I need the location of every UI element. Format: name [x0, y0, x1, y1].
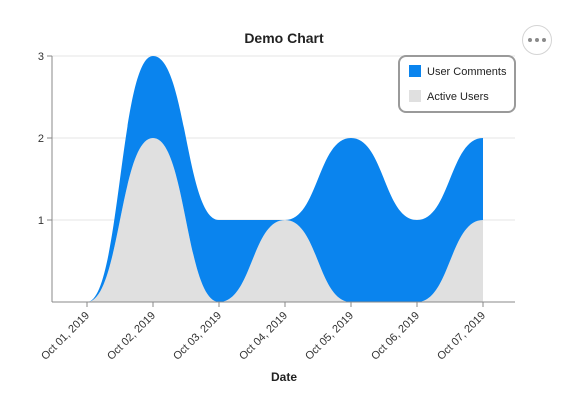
x-tick-label: Oct 01, 2019: [39, 310, 92, 363]
more-horizontal-icon: [528, 38, 532, 42]
area-user-comments: [87, 56, 483, 302]
x-tick-label: Oct 03, 2019: [171, 310, 224, 363]
x-tick-label: Oct 05, 2019: [303, 310, 356, 363]
x-tick-label: Oct 06, 2019: [369, 310, 422, 363]
legend-label: User Comments: [427, 66, 507, 78]
legend: User Comments Active Users: [398, 55, 516, 113]
legend-box: [398, 55, 516, 113]
legend-swatch: [409, 65, 421, 77]
area-series: [87, 56, 483, 302]
x-tick-label: Oct 02, 2019: [105, 310, 158, 363]
legend-swatch: [409, 90, 421, 102]
axes: [47, 55, 515, 307]
x-axis-label: Date: [271, 370, 297, 384]
x-tick-label: Oct 07, 2019: [435, 310, 488, 363]
more-horizontal-icon-dot: [535, 38, 539, 42]
x-tick-label: Oct 04, 2019: [237, 310, 290, 363]
y-tick-label: 2: [38, 133, 44, 145]
y-tick-label: 1: [38, 215, 44, 227]
more-horizontal-icon-dot: [542, 38, 546, 42]
chart-title: Demo Chart: [244, 30, 324, 46]
y-tick-label: 3: [38, 51, 44, 63]
legend-label: Active Users: [427, 91, 489, 103]
more-options-button[interactable]: [522, 25, 552, 55]
